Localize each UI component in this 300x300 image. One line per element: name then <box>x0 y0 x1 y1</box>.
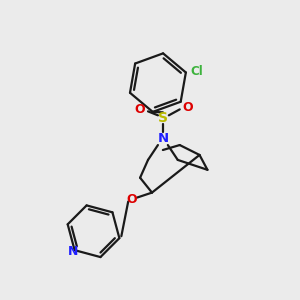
Text: N: N <box>68 244 78 258</box>
Text: O: O <box>135 103 146 116</box>
Text: O: O <box>127 193 137 206</box>
Text: Cl: Cl <box>191 65 204 78</box>
Text: S: S <box>158 111 168 125</box>
Text: N: N <box>157 132 168 145</box>
Text: O: O <box>182 101 193 114</box>
